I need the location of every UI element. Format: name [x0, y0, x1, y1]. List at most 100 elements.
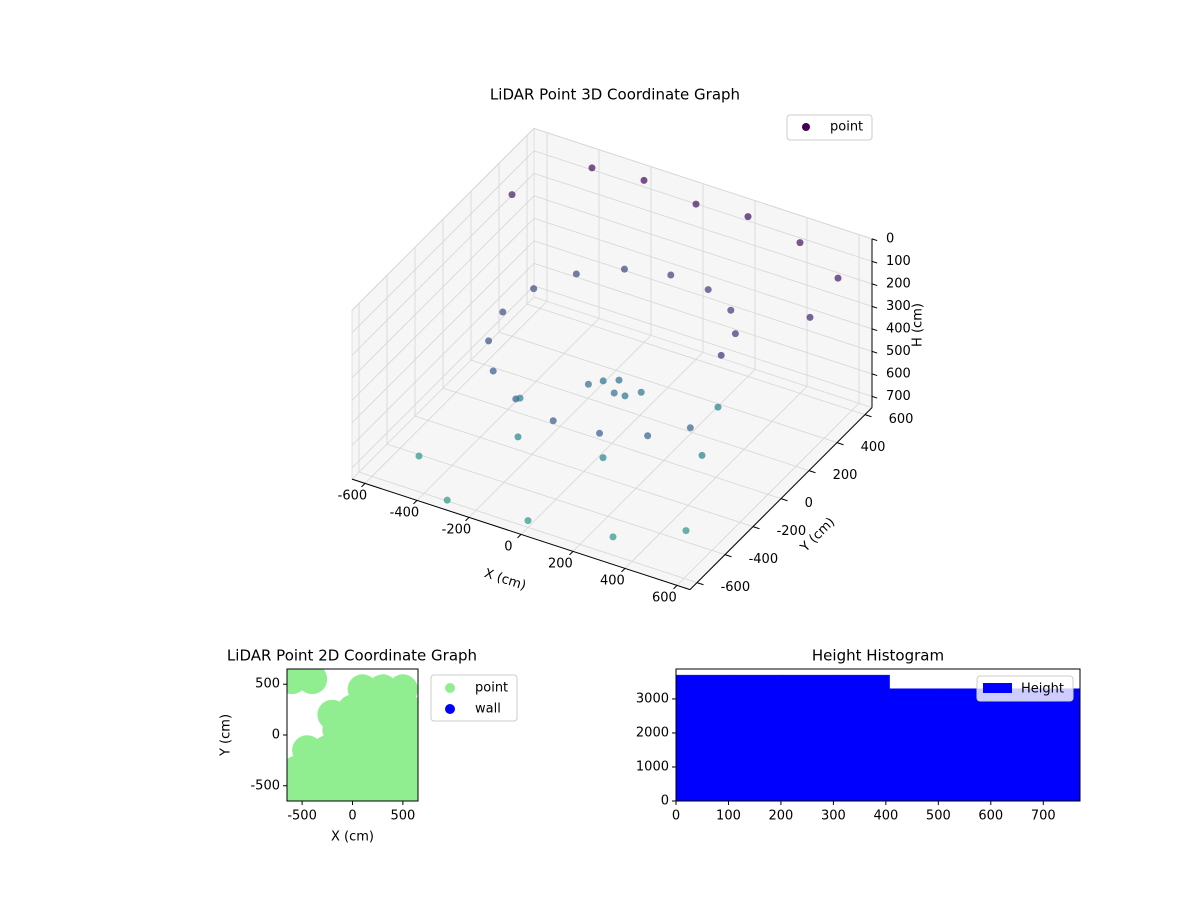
- axis-line: [351, 478, 691, 591]
- z-tick-label: 100: [886, 254, 911, 269]
- z-tick-label: 400: [886, 321, 911, 336]
- data-point: [599, 377, 607, 385]
- grid-line: [351, 128, 535, 311]
- data-point: [347, 674, 378, 705]
- data-point: [443, 496, 451, 504]
- tick-mark: [808, 470, 816, 474]
- tick-mark: [871, 373, 878, 377]
- grid-line: [533, 240, 873, 352]
- tick-mark: [465, 517, 470, 522]
- x-tick-label: 600: [978, 809, 1003, 824]
- grid-line: [351, 173, 535, 356]
- data-point: [615, 376, 623, 384]
- chart-title: LiDAR Point 2D Coordinate Graph: [227, 647, 477, 665]
- legend-box: [976, 675, 1074, 702]
- grid-line: [358, 471, 698, 584]
- y-tick-label: 600: [889, 412, 914, 427]
- z-tick-label: 300: [886, 299, 911, 314]
- z-axis-label: H (cm): [911, 303, 926, 347]
- data-point: [489, 367, 497, 375]
- data-point: [524, 517, 532, 525]
- tick-mark: [696, 582, 704, 586]
- tick-mark: [621, 568, 626, 573]
- tick-mark: [836, 442, 844, 446]
- z-tick-label: 0: [886, 231, 894, 246]
- chart-title: Height Histogram: [812, 647, 944, 665]
- x-tick-label: 0: [672, 809, 680, 824]
- y-tick-label: 3000: [636, 691, 669, 706]
- data-point: [549, 417, 557, 425]
- y-tick-label: 1000: [636, 759, 669, 774]
- legend-marker: [983, 683, 1012, 693]
- y-tick-label: 0: [805, 496, 813, 511]
- grid-line: [351, 285, 535, 469]
- data-point: [640, 176, 648, 184]
- data-point: [637, 388, 645, 396]
- legend-label: Height: [1021, 682, 1064, 697]
- tick-mark: [871, 260, 878, 264]
- bar: [835, 674, 890, 802]
- x-tick-label: -600: [338, 488, 368, 503]
- data-point: [834, 274, 842, 282]
- data-point: [727, 306, 735, 314]
- legend-marker: [802, 123, 810, 131]
- grid-line: [533, 285, 873, 397]
- legend-box: [786, 114, 873, 141]
- y-tick-label: 400: [861, 440, 886, 455]
- grid-line: [533, 127, 873, 240]
- x-axis-label: X (cm): [331, 830, 374, 845]
- data-point: [704, 286, 712, 294]
- data-point: [796, 239, 804, 247]
- x-tick-label: 400: [873, 809, 898, 824]
- x-tick-label: 500: [926, 809, 951, 824]
- x-tick-label: 600: [652, 590, 677, 605]
- grid-line: [351, 150, 535, 334]
- tick-mark: [871, 238, 878, 242]
- tick-mark: [673, 585, 678, 590]
- x-tick-label: 500: [390, 809, 415, 824]
- data-point: [415, 452, 423, 460]
- bar: [1032, 688, 1081, 802]
- data-point: [686, 424, 694, 432]
- data-point: [621, 392, 629, 400]
- data-point: [584, 380, 592, 388]
- x-tick-label: 400: [600, 573, 625, 588]
- legend-box: [430, 674, 518, 722]
- tick-mark: [752, 526, 760, 530]
- data-point: [731, 330, 739, 338]
- data-point: [717, 351, 725, 359]
- bar: [782, 674, 837, 802]
- data-point: [588, 164, 596, 172]
- tick-mark: [871, 350, 878, 354]
- data-point: [620, 265, 628, 273]
- data-point: [596, 429, 604, 437]
- grid-line: [442, 387, 782, 500]
- y-tick-label: 2000: [636, 725, 669, 740]
- tick-mark: [413, 500, 418, 505]
- tick-mark: [871, 305, 878, 309]
- x-tick-label: 700: [1031, 809, 1056, 824]
- tick-mark: [871, 283, 878, 287]
- y-tick-label: -200: [777, 524, 807, 539]
- y-tick-label: 0: [661, 794, 669, 809]
- tick-mark: [361, 483, 366, 488]
- grid-line: [414, 415, 754, 528]
- data-point: [744, 213, 752, 221]
- data-point: [387, 674, 418, 705]
- data-point: [692, 200, 700, 208]
- grid-line: [533, 217, 873, 330]
- tick-mark: [724, 554, 732, 558]
- z-tick-label: 500: [886, 344, 911, 359]
- bar: [675, 674, 730, 802]
- legend-marker: [445, 683, 455, 693]
- x-tick-label: 200: [548, 556, 573, 571]
- grid-line: [351, 240, 535, 424]
- grid-line: [470, 359, 810, 472]
- x-tick-label: -200: [442, 522, 472, 537]
- y-tick-label: 200: [833, 468, 858, 483]
- data-point: [698, 451, 706, 459]
- x-tick-label: 100: [716, 809, 741, 824]
- data-point: [508, 191, 516, 199]
- bar: [729, 674, 784, 802]
- tick-mark: [517, 534, 522, 539]
